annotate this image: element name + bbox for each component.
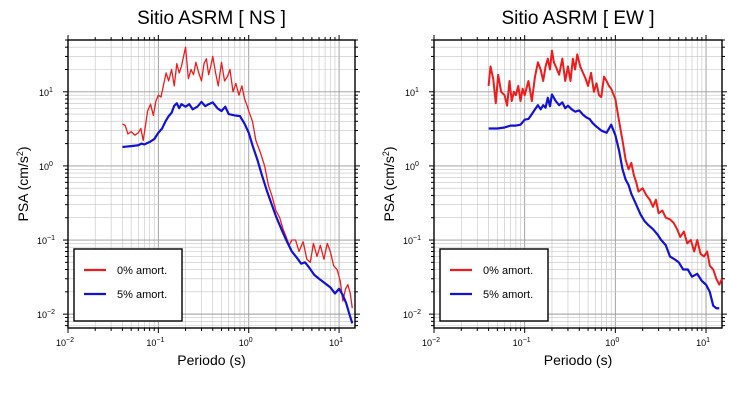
series-line-damped xyxy=(488,93,720,310)
y-tick-exponent: −2 xyxy=(47,309,55,316)
x-tick-label: 10−2 xyxy=(422,337,440,348)
x-tick-exponent: 1 xyxy=(706,337,710,344)
legend-label: 5% amort. xyxy=(483,289,533,301)
plot-frame xyxy=(67,39,356,329)
chart-title: Sitio ASRM [ NS ] xyxy=(137,8,286,29)
y-axis-label-close: ) xyxy=(15,146,31,151)
y-tick-label: 100 xyxy=(39,161,53,172)
x-axis-label: Periodo (s) xyxy=(177,352,245,368)
y-tick-exponent: −1 xyxy=(413,235,421,242)
y-axis-label-sup: 2 xyxy=(381,151,391,156)
y-axis-label-sup: 2 xyxy=(15,151,25,156)
x-tick-exponent: −2 xyxy=(432,337,440,344)
y-tick-exponent: 0 xyxy=(415,161,419,168)
x-tick-exponent: −1 xyxy=(156,337,164,344)
x-tick-label: 101 xyxy=(696,337,710,348)
y-tick-label: 10−2 xyxy=(403,309,421,320)
x-tick-exponent: 0 xyxy=(249,337,253,344)
y-tick-label: 10−1 xyxy=(403,235,421,246)
legend: 0% amort. 5% amort. xyxy=(439,248,549,322)
y-tick-label: 10−1 xyxy=(37,235,55,246)
y-axis-label: PSA (cm/s2) xyxy=(381,146,397,221)
legend: 0% amort. 5% amort. xyxy=(73,248,183,322)
x-tick-label: 101 xyxy=(329,337,343,348)
y-tick-exponent: −1 xyxy=(47,235,55,242)
series-line-damped xyxy=(122,100,354,324)
y-axis-label: PSA (cm/s2) xyxy=(15,146,31,221)
x-axis-label: Periodo (s) xyxy=(544,352,612,368)
legend-label: 0% amort. xyxy=(483,265,533,277)
x-tick-label: 10−2 xyxy=(56,337,74,348)
y-tick-label: 10−2 xyxy=(37,309,55,320)
x-tick-label: 100 xyxy=(239,337,253,348)
legend-box xyxy=(73,248,183,322)
y-axis-label-close: ) xyxy=(381,146,397,151)
y-axis-label-main: PSA (cm/s xyxy=(15,156,31,221)
y-tick-exponent: 1 xyxy=(49,87,53,94)
chart-title: Sitio ASRM [ EW ] xyxy=(501,8,654,29)
tick-marks xyxy=(429,35,727,333)
y-tick-label: 101 xyxy=(405,87,419,98)
plot-frame xyxy=(433,39,723,329)
y-tick-exponent: −2 xyxy=(413,309,421,316)
x-tick-exponent: 1 xyxy=(339,337,343,344)
series-line-undamped xyxy=(122,46,353,309)
legend-label: 0% amort. xyxy=(117,265,167,277)
x-tick-exponent: −1 xyxy=(523,337,531,344)
y-tick-label: 100 xyxy=(405,161,419,172)
x-tick-exponent: 0 xyxy=(615,337,619,344)
x-tick-label: 10−1 xyxy=(513,337,531,348)
y-tick-label: 101 xyxy=(39,87,53,98)
grid xyxy=(67,39,355,328)
x-tick-exponent: −2 xyxy=(66,337,74,344)
legend-box xyxy=(439,248,549,322)
x-tick-label: 100 xyxy=(605,337,619,348)
x-tick-label: 10−1 xyxy=(146,337,164,348)
series-line-undamped xyxy=(487,49,723,286)
legend-label: 5% amort. xyxy=(117,289,167,301)
y-tick-exponent: 1 xyxy=(415,87,419,94)
y-tick-exponent: 0 xyxy=(49,161,53,168)
y-axis-label-main: PSA (cm/s xyxy=(381,156,397,221)
tick-marks xyxy=(63,35,360,333)
